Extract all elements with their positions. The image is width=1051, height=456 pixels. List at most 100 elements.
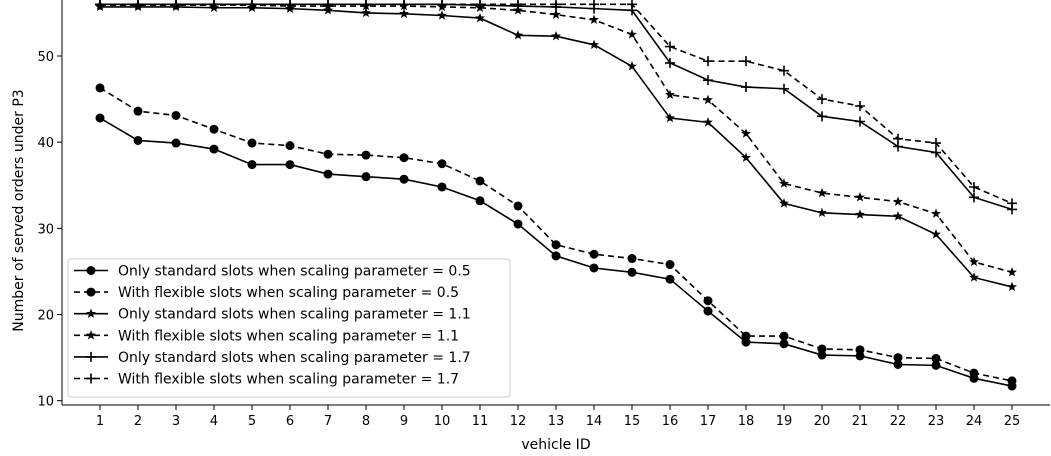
data-point: [703, 94, 713, 105]
data-point: [1007, 281, 1017, 292]
x-tick-label: 17: [700, 414, 717, 429]
data-point: [95, 0, 105, 10]
data-point: [285, 160, 295, 170]
x-tick-label: 1: [96, 414, 104, 429]
data-point: [741, 82, 751, 93]
legend-marker: [86, 287, 96, 297]
data-point: [589, 39, 599, 50]
legend-marker: [86, 308, 96, 318]
legend-item: Only standard slots when scaling paramet…: [74, 264, 471, 280]
data-point: [893, 360, 903, 369]
data-point: [893, 211, 903, 221]
data-point: [741, 128, 751, 138]
data-point: [437, 10, 447, 20]
data-point: [779, 198, 789, 208]
data-point: [627, 254, 637, 264]
y-tick-label: 50: [37, 50, 54, 65]
data-point: [513, 219, 523, 229]
y-tick-label: 20: [37, 309, 54, 324]
x-tick-label: 14: [586, 414, 603, 429]
x-tick-label: 7: [324, 414, 332, 429]
data-point: [855, 209, 865, 219]
data-point: [703, 306, 713, 316]
data-point: [817, 94, 827, 105]
data-point: [399, 8, 409, 18]
data-point: [171, 0, 181, 10]
y-tick-label: 10: [37, 395, 54, 410]
data-point: [893, 133, 903, 144]
series-line: [100, 4, 1013, 274]
data-point: [133, 0, 143, 10]
data-point: [665, 57, 675, 68]
data-point: [665, 41, 675, 52]
data-point: [285, 0, 295, 10]
data-point: [817, 344, 827, 354]
series-4: [95, 0, 1017, 277]
data-point: [551, 251, 561, 261]
data-point: [247, 138, 257, 148]
data-point: [475, 176, 485, 186]
data-point: [855, 192, 865, 202]
legend-marker: [86, 266, 96, 275]
x-tick-label: 4: [210, 414, 218, 429]
data-point: [779, 83, 789, 94]
data-point: [399, 0, 409, 10]
data-point: [361, 0, 371, 10]
legend-box: [67, 258, 511, 398]
data-point: [969, 272, 979, 282]
data-point: [931, 229, 941, 239]
data-point: [247, 0, 257, 10]
x-tick-label: 8: [362, 414, 370, 429]
data-point: [703, 75, 713, 86]
legend-label: Only standard slots when scaling paramet…: [118, 307, 471, 323]
data-point: [437, 182, 447, 192]
data-point: [779, 331, 789, 341]
data-point: [589, 249, 599, 259]
data-point: [817, 187, 827, 198]
data-point: [627, 267, 637, 277]
data-point: [665, 112, 675, 123]
data-point: [1007, 267, 1017, 277]
x-tick-label: 18: [738, 414, 755, 429]
series-6: [95, 0, 1017, 209]
data-point: [969, 181, 979, 192]
data-point: [665, 260, 675, 270]
data-point: [779, 339, 789, 349]
data-point: [551, 240, 561, 250]
x-tick-label: 5: [248, 414, 256, 429]
data-point: [323, 169, 333, 179]
data-point: [817, 207, 827, 218]
data-point: [931, 147, 941, 158]
data-point: [741, 152, 751, 162]
legend-label: Only standard slots when scaling paramet…: [118, 350, 471, 366]
legend-item: Only standard slots when scaling paramet…: [74, 307, 471, 323]
legend-label: With flexible slots when scaling paramet…: [118, 328, 459, 344]
legend-item: With flexible slots when scaling paramet…: [74, 328, 459, 344]
data-point: [931, 138, 941, 149]
data-point: [361, 172, 371, 182]
x-tick-label: 21: [852, 414, 869, 429]
data-point: [969, 368, 979, 378]
data-point: [551, 30, 561, 41]
data-point: [247, 160, 257, 170]
data-point: [323, 5, 333, 15]
data-point: [513, 201, 523, 211]
x-tick-label: 3: [172, 414, 180, 429]
x-tick-label: 20: [814, 414, 831, 429]
x-tick-label: 25: [1004, 414, 1021, 429]
data-point: [855, 100, 865, 111]
legend-marker: [86, 351, 96, 362]
x-tick-label: 11: [472, 414, 489, 429]
x-tick-label: 15: [624, 414, 641, 429]
data-point: [551, 0, 561, 10]
data-point: [475, 196, 485, 206]
data-point: [551, 9, 561, 19]
data-point: [133, 135, 143, 145]
data-point: [779, 178, 789, 188]
data-point: [703, 296, 713, 306]
data-point: [1007, 376, 1017, 386]
data-point: [209, 124, 219, 134]
y-tick-label: 40: [37, 136, 54, 151]
data-point: [399, 153, 409, 163]
x-tick-label: 10: [434, 414, 451, 429]
